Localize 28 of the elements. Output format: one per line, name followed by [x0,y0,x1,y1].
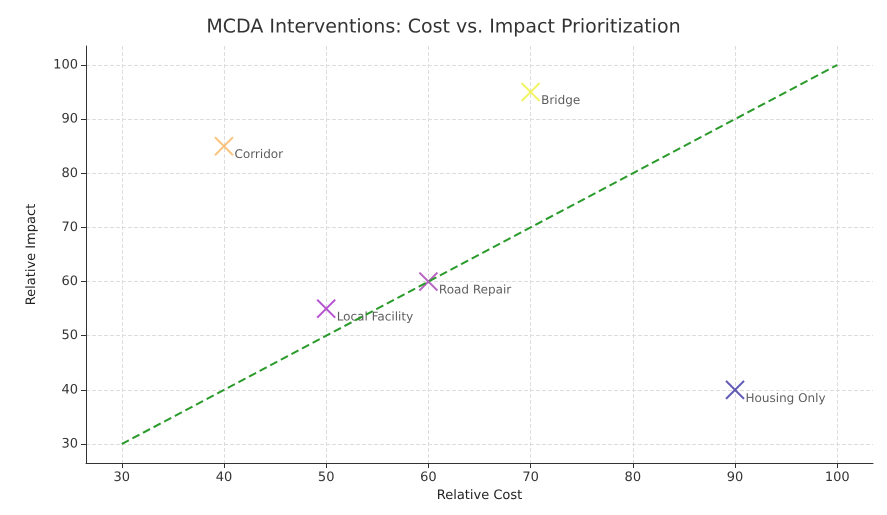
series-label: Road Repair [438,282,512,297]
series-label: Housing Only [746,390,826,405]
point [725,380,746,400]
chart-title: MCDA Interventions: Cost vs. Impact Prioritization [206,16,681,38]
series-label: Bridge [541,93,580,108]
y-tick-label: 50 [61,328,78,344]
point [520,82,541,102]
y-axis-title: Relative Impact [24,204,39,306]
x-tick-label: 90 [726,470,744,485]
y-tick-label: 90 [61,112,78,127]
y-tick-label: 60 [61,274,78,290]
y-tick-label: 70 [61,220,78,235]
x-tick-label: 40 [216,470,232,485]
y-tick-label: 30 [61,436,78,452]
y-tick-label: 100 [53,57,78,72]
series-label: Corridor [234,147,284,162]
x-tick-label: 70 [522,470,539,485]
x-tick-label: 80 [624,470,642,485]
y-tick-label: 40 [61,382,78,398]
point [214,136,234,156]
y-tick-label: 80 [61,166,78,181]
x-tick-label: 60 [420,470,437,485]
x-tick-label: 100 [824,470,850,485]
x-tick-label: 30 [114,470,130,485]
x-tick-label: 50 [318,470,334,485]
point [316,298,336,319]
point [418,272,438,292]
x-axis-title: Relative Cost [436,488,522,503]
